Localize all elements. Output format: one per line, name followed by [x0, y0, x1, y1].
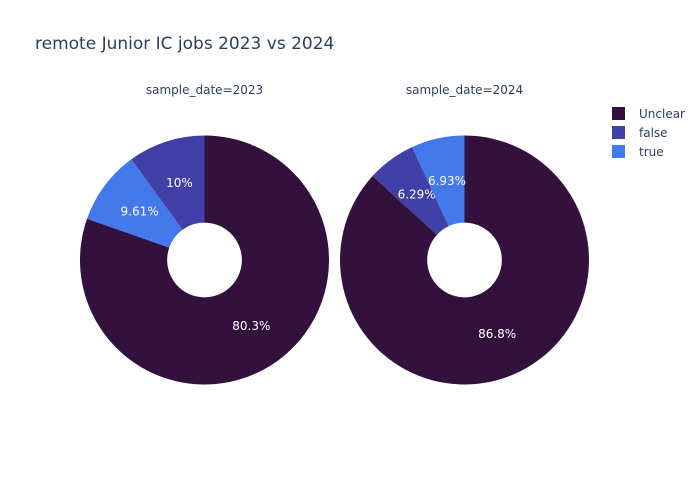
- pie-slice-unclear[interactable]: [80, 135, 329, 385]
- slice-label-false: 10%: [166, 176, 193, 190]
- pie-slice-false[interactable]: [131, 135, 205, 230]
- slice-label-true: 6.93%: [428, 174, 466, 188]
- pie-2023: sample_date=2023 80.3% 9.61% 10%: [80, 83, 329, 385]
- chart-title: remote Junior IC jobs 2023 vs 2024: [35, 34, 335, 54]
- legend-label: false: [639, 125, 668, 140]
- legend-swatch: [612, 126, 625, 139]
- pie-slice-true[interactable]: [87, 159, 183, 248]
- slice-label-unclear: 80.3%: [232, 319, 270, 333]
- legend-item-unclear[interactable]: Unclear: [612, 104, 685, 123]
- legend-swatch: [612, 145, 625, 158]
- pie-slice-true[interactable]: [411, 135, 465, 227]
- legend-swatch: [612, 107, 625, 120]
- pie-slice-false[interactable]: [372, 147, 449, 235]
- pie-2024: sample_date=2024 86.8% 6.29%6.93%: [339, 83, 589, 385]
- legend-item-true[interactable]: true: [612, 142, 685, 161]
- slice-label-unclear: 86.8%: [478, 327, 516, 341]
- subplot-title: sample_date=2023: [146, 83, 263, 97]
- slice-label-true: 9.61%: [121, 205, 159, 219]
- legend-label: Unclear: [639, 106, 685, 121]
- legend-item-false[interactable]: false: [612, 123, 685, 142]
- pie-slice-unclear[interactable]: [339, 135, 589, 385]
- legend-label: true: [639, 144, 664, 159]
- slice-label-false: 6.29%: [398, 188, 436, 202]
- legend: Unclear false true: [612, 104, 685, 161]
- subplot-title: sample_date=2024: [406, 83, 523, 97]
